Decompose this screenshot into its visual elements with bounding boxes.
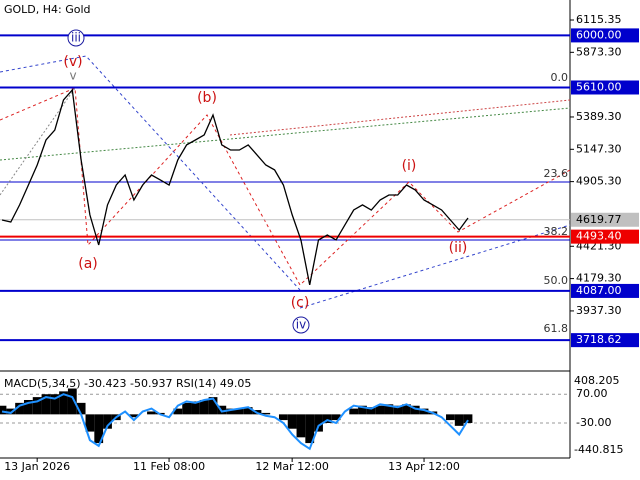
fib-label: 61.8 [544, 322, 569, 335]
level-box [571, 283, 639, 298]
wave-label: (a) [78, 256, 98, 272]
wave-circle [292, 316, 310, 334]
indicator-range-label: -440.815 [574, 443, 623, 456]
macd-bar [463, 414, 473, 423]
macd-bar [50, 394, 60, 415]
y-tick-label: 5147.30 [576, 142, 622, 155]
plot-area [0, 34, 570, 342]
macd-bar [314, 414, 323, 432]
macd-bar [261, 412, 271, 415]
macd-bar [129, 414, 139, 418]
wave-label: (ii) [449, 240, 468, 256]
macd-bar [208, 397, 218, 415]
macd-bar [278, 414, 288, 421]
rsi-line [1, 393, 469, 451]
macd-bar [6, 408, 16, 415]
y-tick-label: 5873.30 [576, 45, 622, 58]
wave-label: iv [296, 318, 306, 332]
level-label: 3718.62 [576, 333, 622, 346]
level-box [571, 28, 639, 43]
wave-label: (c) [291, 295, 310, 311]
macd-bar [410, 405, 420, 415]
fib-label: 38.2 [544, 225, 569, 238]
macd-bar [358, 405, 367, 415]
macd-bar [41, 394, 51, 415]
wave-circle [67, 29, 85, 47]
y-tick-label: 5389.30 [576, 110, 622, 123]
macd-bar [287, 414, 297, 429]
x-tick-label: 11 Feb 08:00 [133, 460, 205, 473]
level-box [571, 333, 639, 348]
x-tick-label: 12 Mar 12:00 [255, 460, 328, 473]
macd-bar [243, 407, 253, 415]
macd-bar [103, 414, 112, 429]
macd-bar [393, 405, 403, 415]
macd-bar [94, 414, 104, 444]
macd-bar [67, 388, 77, 415]
wave-line [299, 224, 571, 309]
wave-label: (i) [402, 158, 417, 174]
chart-title: GOLD, H4: Gold [4, 3, 91, 16]
macd-bar [296, 414, 306, 438]
macd-bar [32, 397, 42, 415]
trend-line [229, 99, 571, 136]
macd-bar [76, 402, 86, 415]
macd-bar [402, 404, 411, 415]
level-label: 5610.00 [576, 80, 622, 93]
macd-bar [85, 414, 95, 432]
macd-bar [384, 404, 394, 415]
macd-bar [375, 405, 385, 415]
macd-bar [419, 408, 429, 415]
wave-line [0, 87, 571, 286]
macd-bar [147, 411, 156, 415]
macd-bar [322, 414, 332, 423]
level-label: 4493.40 [576, 230, 622, 243]
price-line [1, 88, 469, 286]
macd-bar [23, 399, 33, 415]
x-tick-label: 13 Apr 12:00 [388, 460, 460, 473]
macd-bar [226, 408, 235, 415]
fib-label: 50.0 [544, 274, 569, 287]
macd-bar [454, 414, 464, 426]
indicator-range-label: 408.205 [574, 374, 620, 387]
macd-bar [235, 408, 244, 415]
level-box [571, 229, 639, 244]
macd-bar [182, 402, 192, 415]
indicator-title: MACD(5,34,5) -30.423 -50.937 RSI(14) 49.… [4, 377, 251, 390]
macd-bar [305, 414, 315, 444]
y-tick-label: 4179.30 [576, 272, 622, 285]
trend-line [0, 87, 76, 196]
indicator-tick-label: 70.00 [576, 387, 608, 400]
indicator-tick-label: -30.00 [576, 416, 611, 429]
current-price-label: 4619.77 [576, 213, 622, 226]
current-price-box [571, 212, 639, 227]
macd-bar [446, 414, 455, 421]
wave-label: v [69, 69, 76, 83]
level-label: 4087.00 [576, 284, 622, 297]
wave-label: iii [71, 31, 81, 45]
macd-bar [366, 407, 376, 415]
macd-bar [59, 391, 68, 415]
macd-bar [173, 408, 183, 415]
macd-bar [15, 402, 24, 415]
level-box [571, 80, 639, 95]
x-tick-label: 13 Jan 2026 [4, 460, 70, 473]
fib-label: 0.0 [551, 71, 569, 84]
fib-label: 23.6 [544, 167, 569, 180]
macd-bar [199, 399, 209, 415]
trend-line [0, 107, 571, 161]
y-tick-label: 3937.30 [576, 304, 622, 317]
level-label: 6000.00 [576, 28, 622, 41]
wave-label: (v) [63, 54, 82, 70]
macd-bar [349, 408, 359, 415]
macd-bar [0, 405, 7, 415]
macd-bar [331, 414, 341, 421]
macd-bar [191, 401, 200, 415]
wave-label: (b) [197, 90, 217, 106]
y-tick-label: 6115.35 [576, 13, 622, 26]
y-tick-label: 4905.30 [576, 175, 622, 188]
